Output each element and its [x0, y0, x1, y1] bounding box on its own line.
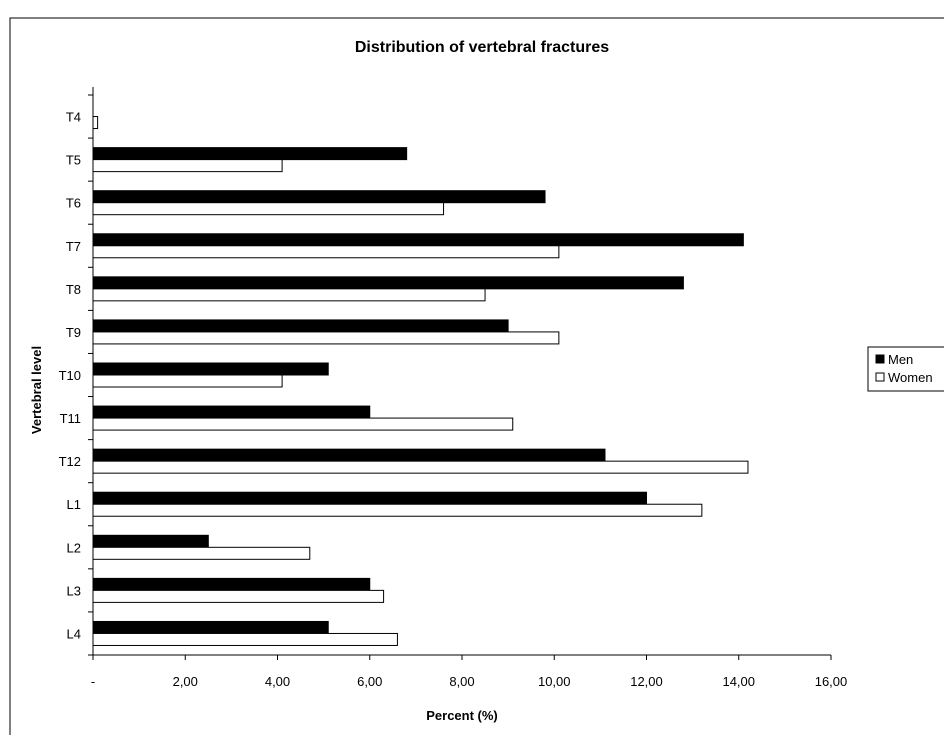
bar-men-t9	[92, 319, 509, 333]
bar-men-t8	[92, 276, 684, 290]
bar-women-t12	[92, 460, 749, 474]
y-tick-label: L3	[67, 583, 81, 598]
y-tick-label: T5	[66, 153, 81, 168]
bar-women-t6	[92, 202, 445, 216]
bar-men-l3	[92, 577, 371, 591]
y-tick-label: T7	[66, 239, 81, 254]
legend-box	[867, 346, 944, 392]
bar-men-t11	[92, 405, 371, 419]
y-tick-label: T12	[59, 454, 81, 469]
legend-label-women: Women	[888, 370, 933, 385]
bar-women-l3	[92, 589, 385, 603]
chart-title: Distribution of vertebral fractures	[355, 39, 609, 56]
x-tick-label: -	[91, 674, 95, 689]
bar-women-l1	[92, 503, 703, 517]
y-axis-label: Vertebral level	[29, 346, 44, 434]
bar-women-t7	[92, 245, 560, 259]
x-tick-label: 8,00	[449, 674, 474, 689]
x-tick-label: 12,00	[630, 674, 663, 689]
bar-men-t7	[92, 233, 744, 247]
x-tick-label: 10,00	[538, 674, 571, 689]
bar-men-l4	[92, 620, 329, 634]
y-tick-label: L4	[67, 626, 81, 641]
x-tick-label: 2,00	[173, 674, 198, 689]
x-tick-label: 6,00	[357, 674, 382, 689]
bar-men-t5	[92, 147, 408, 161]
bar-men-t10	[92, 362, 329, 376]
bar-men-t12	[92, 448, 606, 462]
bar-men-t6	[92, 190, 546, 204]
legend-label-men: Men	[888, 352, 913, 367]
y-tick-label: T6	[66, 196, 81, 211]
x-tick-label: 14,00	[722, 674, 755, 689]
y-tick-label: L1	[67, 497, 81, 512]
y-tick-label: T4	[66, 110, 81, 125]
x-tick-label: 16,00	[815, 674, 848, 689]
bar-men-l2	[92, 534, 209, 548]
y-tick-label: T9	[66, 325, 81, 340]
legend-swatch-men	[875, 354, 885, 364]
bar-women-t10	[92, 374, 283, 388]
bar-women-t11	[92, 417, 514, 431]
bar-women-l4	[92, 632, 398, 646]
y-tick-label: L2	[67, 540, 81, 555]
legend: Men Women	[867, 346, 944, 392]
bar-women-t9	[92, 331, 560, 345]
bar-women-l2	[92, 546, 311, 560]
y-tick-label: T11	[60, 411, 81, 426]
legend-swatch-women	[875, 372, 885, 382]
x-tick-label: 4,00	[265, 674, 290, 689]
plot-area: T4 T5 T6 T7 T8 T9 T10 T11 T12 L1 L2 L3 L4 - 2,00 4,00 6,…	[59, 87, 848, 689]
x-axis-label: Percent (%)	[426, 708, 498, 723]
y-tick-label: T10	[59, 368, 81, 383]
bar-men-l1	[92, 491, 647, 505]
bar-women-t4	[92, 116, 99, 130]
bar-women-t8	[92, 288, 486, 302]
y-tick-label: T8	[66, 282, 81, 297]
bar-women-t5	[92, 159, 283, 173]
